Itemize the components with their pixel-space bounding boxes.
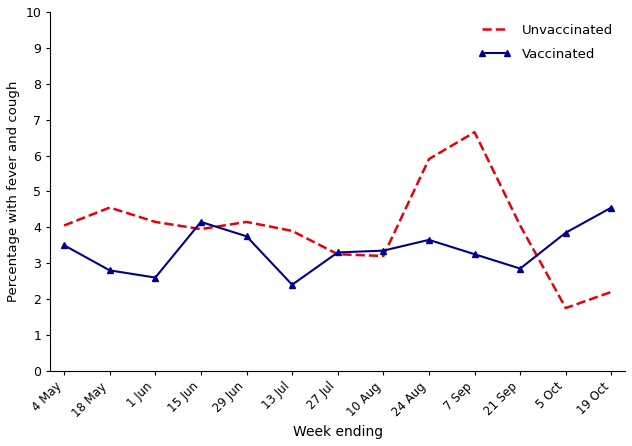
Vaccinated — [106, 268, 114, 273]
Unvaccinated — [516, 223, 524, 228]
Unvaccinated — [197, 227, 205, 232]
Vaccinated — [562, 230, 569, 235]
Unvaccinated — [607, 289, 615, 295]
Unvaccinated — [471, 129, 478, 135]
Unvaccinated — [60, 223, 68, 228]
Vaccinated — [516, 266, 524, 271]
Y-axis label: Percentage with fever and cough: Percentage with fever and cough — [7, 81, 20, 302]
Vaccinated — [197, 219, 205, 225]
Vaccinated — [607, 205, 615, 210]
Vaccinated — [334, 250, 341, 255]
Vaccinated — [288, 282, 296, 287]
Line: Vaccinated: Vaccinated — [61, 204, 615, 288]
X-axis label: Week ending: Week ending — [293, 425, 383, 439]
Vaccinated — [380, 248, 387, 253]
Vaccinated — [243, 234, 250, 239]
Unvaccinated — [106, 205, 114, 210]
Unvaccinated — [288, 228, 296, 234]
Vaccinated — [425, 237, 433, 243]
Vaccinated — [152, 275, 159, 280]
Unvaccinated — [380, 253, 387, 259]
Unvaccinated — [334, 252, 341, 257]
Vaccinated — [60, 243, 68, 248]
Legend: Unvaccinated, Vaccinated: Unvaccinated, Vaccinated — [473, 19, 619, 66]
Unvaccinated — [562, 306, 569, 311]
Unvaccinated — [243, 219, 250, 225]
Unvaccinated — [425, 157, 433, 162]
Unvaccinated — [152, 219, 159, 225]
Vaccinated — [471, 252, 478, 257]
Line: Unvaccinated: Unvaccinated — [64, 132, 611, 308]
